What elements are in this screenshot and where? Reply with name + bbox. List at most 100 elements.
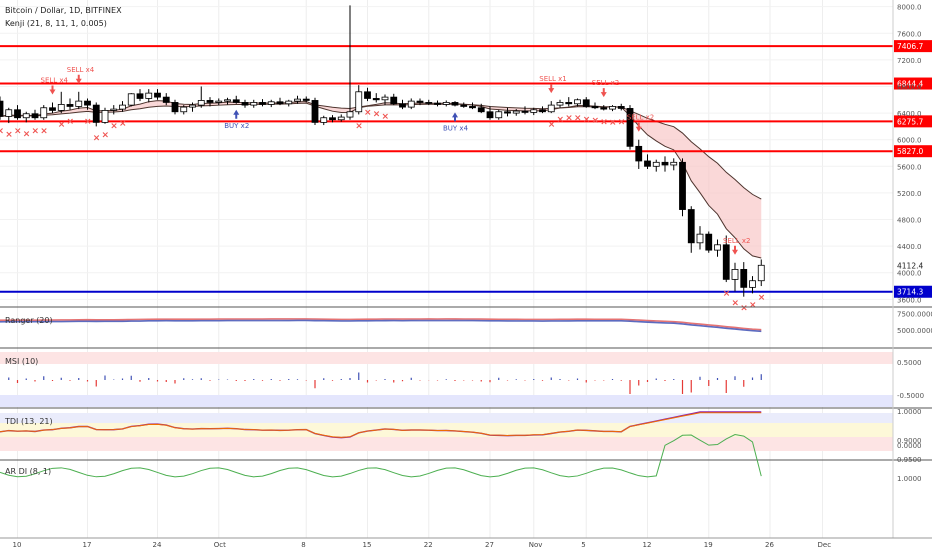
cross-marker: ×: [758, 293, 766, 303]
candle-body: [434, 102, 441, 105]
time-tick-label: 5: [581, 541, 585, 549]
candle-body: [451, 102, 459, 106]
sell-label: SELL x1: [539, 75, 567, 83]
indicator-label: Kenji (21, 8, 11, 1, 0.005): [5, 19, 107, 28]
candle-body: [757, 264, 765, 282]
candle: [276, 97, 284, 106]
candle-body: [460, 104, 468, 107]
candle-body: [337, 116, 345, 121]
candle: [232, 95, 240, 104]
candle-body: [442, 102, 450, 105]
signal-markers: × × × × × ×× × ×× ×× × ×× × ××× × × × × × × ×××× ××SELL x4SE…: [0, 66, 766, 314]
time-tick-label: Oct: [214, 541, 226, 549]
candle-body: [469, 106, 476, 109]
tdi-top-zone: [0, 413, 893, 423]
candle: [14, 105, 21, 120]
sell-label: SELL x2: [627, 114, 655, 122]
candle-body: [285, 100, 293, 105]
cross-marker: ×: [355, 121, 363, 131]
candle: [355, 85, 363, 115]
tdi-tick: 1.0000: [897, 408, 922, 416]
candle: [504, 107, 511, 117]
candle: [425, 99, 433, 106]
cross-marker: ×: [618, 117, 626, 127]
cross-marker: ×: [749, 300, 757, 310]
candle-body: [635, 145, 643, 162]
candle-body: [591, 106, 599, 109]
candle-body: [101, 110, 109, 123]
candle-body: [40, 107, 48, 119]
candle: [416, 98, 424, 106]
sell-label: SELL x4: [41, 76, 69, 84]
candle: [110, 105, 118, 115]
tdi-signal-line: [0, 412, 762, 438]
indicator-panels: 7500.0000 5000.0000 0.5000 -0.5000 1.0000 0.0…: [0, 306, 932, 483]
candle: [740, 262, 748, 297]
cross-marker: ×: [600, 117, 608, 127]
candle: [381, 94, 389, 106]
cross-marker: ×: [40, 127, 48, 137]
cross-marker: ×: [32, 127, 40, 137]
candle-body: [189, 104, 196, 108]
msi-tick: -0.5000: [897, 392, 924, 400]
candle: [22, 111, 30, 123]
time-tick-label: 15: [363, 541, 372, 549]
candle-body: [687, 209, 695, 244]
sell-label: SELL x2: [723, 237, 751, 245]
level-label: 7406.7: [897, 42, 923, 51]
candle-body: [547, 104, 555, 113]
candle: [696, 226, 704, 250]
symbol-title: Bitcoin / Dollar, 1D, BITFINEX: [5, 6, 122, 15]
candle-body: [294, 98, 301, 102]
candle: [31, 109, 39, 120]
candle: [644, 154, 651, 169]
candle-body: [276, 101, 284, 105]
time-tick-label: 24: [153, 541, 162, 549]
candle-body: [197, 100, 205, 106]
candle-body: [66, 104, 74, 107]
candle: [224, 97, 231, 105]
price-tick-label: 5200.0: [897, 190, 922, 198]
candle: [530, 107, 538, 116]
level-label: 3714.3: [897, 288, 923, 297]
candle-body: [92, 104, 100, 123]
cross-marker: ×: [592, 116, 600, 126]
ranger-title: Ranger (20): [5, 316, 53, 325]
candle: [390, 93, 398, 106]
level-label-bg: [894, 40, 932, 53]
ranger-line: [0, 319, 762, 332]
candle-body: [512, 110, 520, 114]
cross-marker: ×: [609, 118, 617, 128]
candle-body: [302, 98, 310, 101]
price-tick-label: 6800.0: [897, 83, 922, 91]
candle-body: [407, 100, 415, 108]
candle: [565, 97, 573, 107]
price-tick-label: 4000.0: [897, 270, 922, 278]
candle-body: [582, 99, 590, 107]
candle: [101, 107, 109, 124]
candle-body: [267, 101, 275, 105]
candle-body: [477, 107, 485, 113]
cross-marker: ×: [14, 127, 22, 137]
candle-body: [145, 92, 153, 99]
candle: [469, 102, 476, 110]
candle: [609, 105, 616, 112]
candle: [582, 97, 590, 108]
price-tick-label: 7600.0: [897, 30, 922, 38]
candle: [574, 98, 581, 107]
cross-marker: ×: [0, 127, 4, 137]
price-tick-label: 3600.0: [897, 296, 922, 304]
cross-marker: ×: [382, 112, 390, 122]
time-tick-label: 10: [13, 541, 22, 549]
candle: [241, 99, 249, 108]
cross-marker: ×: [574, 113, 582, 123]
cross-marker: ×: [723, 289, 731, 299]
ardi-tick: 0.9500: [897, 456, 922, 464]
cross-marker: ×: [93, 133, 101, 143]
candle: [0, 96, 4, 120]
sell-arrow: [635, 122, 642, 132]
candle: [652, 159, 660, 172]
candle-body: [696, 233, 704, 244]
candle-body: [495, 111, 503, 119]
